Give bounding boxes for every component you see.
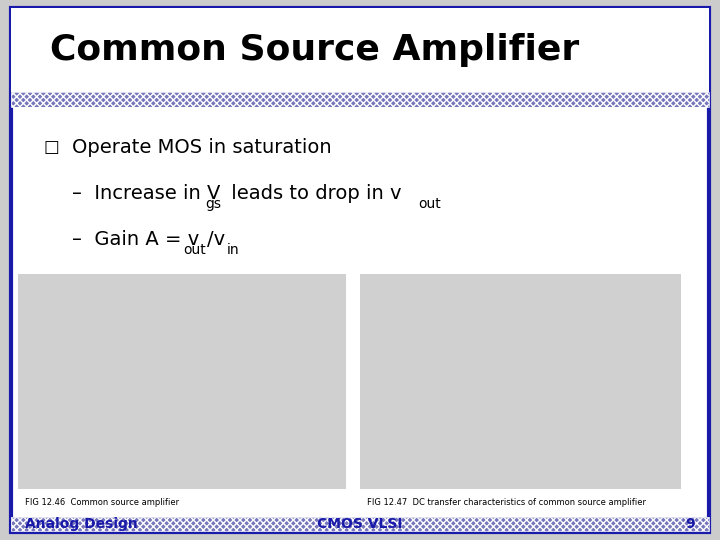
Text: leads to drop in v: leads to drop in v [225,184,402,202]
Text: Common Source Amplifier: Common Source Amplifier [50,33,580,67]
Text: FIG 12.47  DC transfer characteristics of common source amplifier: FIG 12.47 DC transfer characteristics of… [367,498,647,507]
Text: /v: /v [207,230,225,248]
Text: –  Gain A = v: – Gain A = v [72,230,199,248]
Text: FIG 12.46  Common source amplifier: FIG 12.46 Common source amplifier [25,498,179,507]
FancyBboxPatch shape [11,517,709,531]
Text: CMOS VLSI: CMOS VLSI [318,517,402,531]
FancyBboxPatch shape [11,8,709,532]
Text: Operate MOS in saturation: Operate MOS in saturation [72,138,332,157]
Text: gs: gs [205,198,221,212]
Text: in: in [227,244,240,258]
Text: –  Increase in V: – Increase in V [72,184,220,202]
Text: out: out [184,244,207,258]
Text: out: out [418,198,441,212]
Text: □: □ [43,138,59,157]
FancyBboxPatch shape [11,8,709,92]
Text: 9: 9 [685,517,695,531]
FancyBboxPatch shape [11,92,709,107]
FancyBboxPatch shape [360,274,681,489]
Text: Analog Design: Analog Design [25,517,138,531]
FancyBboxPatch shape [18,274,346,489]
